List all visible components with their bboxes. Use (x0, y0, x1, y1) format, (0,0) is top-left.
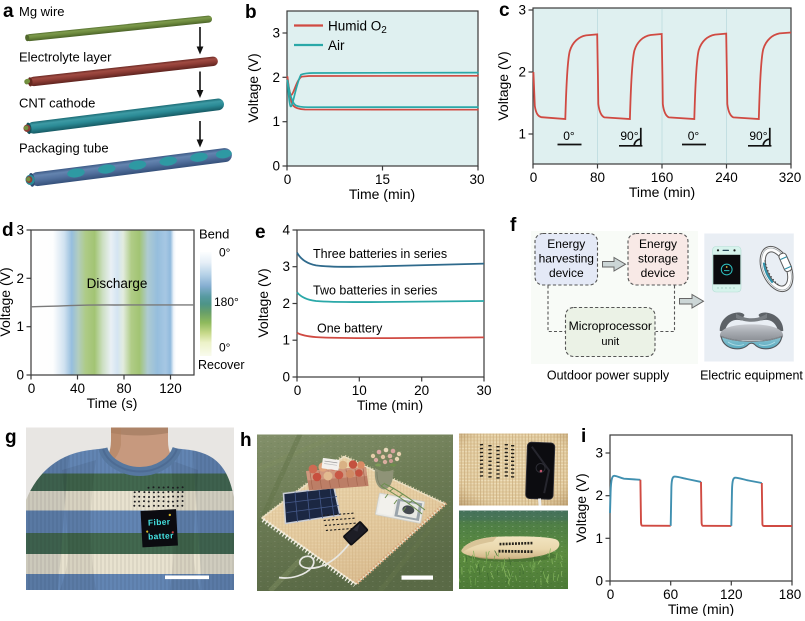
svg-text:4: 4 (282, 223, 290, 238)
svg-text:2: 2 (16, 271, 24, 286)
svg-text:h: h (240, 430, 252, 451)
svg-text:2: 2 (282, 296, 290, 311)
svg-text:90°: 90° (749, 129, 767, 143)
svg-text:0: 0 (595, 574, 603, 589)
svg-text:Voltage (V): Voltage (V) (255, 268, 271, 337)
svg-text:Discharge: Discharge (87, 276, 148, 291)
svg-text:Microprocessor: Microprocessor (569, 319, 652, 333)
svg-text:15: 15 (375, 172, 390, 187)
svg-text:device: device (641, 266, 676, 280)
svg-text:d: d (2, 220, 14, 241)
svg-text:2: 2 (272, 70, 280, 85)
svg-text:Two batteries in series: Two batteries in series (313, 284, 437, 298)
svg-text:10: 10 (352, 383, 367, 398)
svg-text:g: g (5, 427, 17, 448)
svg-text:Voltage (V): Voltage (V) (0, 267, 13, 336)
svg-text:3: 3 (518, 3, 526, 18)
svg-text:unit: unit (601, 336, 619, 348)
svg-text:0: 0 (294, 383, 302, 398)
svg-text:1: 1 (272, 114, 280, 129)
svg-text:storage: storage (638, 252, 678, 266)
svg-text:1: 1 (16, 319, 24, 334)
svg-text:c: c (499, 0, 510, 21)
svg-text:device: device (549, 266, 584, 280)
svg-text:Mg wire: Mg wire (19, 4, 65, 19)
svg-text:120: 120 (720, 587, 743, 602)
svg-text:Time (s): Time (s) (87, 395, 138, 411)
svg-text:Voltage (V): Voltage (V) (245, 53, 261, 122)
svg-text:30: 30 (469, 172, 484, 187)
svg-text:a: a (3, 1, 14, 22)
svg-text:Electrolyte layer: Electrolyte layer (19, 50, 112, 65)
svg-text:Time (min): Time (min) (668, 601, 734, 616)
svg-text:Time (min): Time (min) (357, 397, 423, 413)
svg-text:0: 0 (284, 172, 292, 187)
svg-text:3: 3 (595, 446, 603, 461)
svg-text:320: 320 (779, 170, 802, 185)
svg-text:1: 1 (518, 127, 526, 142)
svg-text:harvesting: harvesting (539, 252, 594, 266)
svg-text:3: 3 (16, 223, 24, 238)
svg-text:f: f (510, 215, 517, 236)
svg-text:3: 3 (272, 26, 280, 41)
svg-text:0°: 0° (219, 246, 231, 260)
svg-text:0: 0 (530, 170, 538, 185)
svg-text:batter: batter (148, 530, 174, 541)
svg-text:b: b (245, 2, 257, 23)
svg-text:160: 160 (651, 170, 674, 185)
svg-text:1: 1 (595, 531, 603, 546)
svg-text:Voltage (V): Voltage (V) (573, 473, 589, 542)
svg-text:0: 0 (272, 159, 280, 174)
svg-text:Time (min): Time (min) (629, 184, 695, 200)
svg-text:90°: 90° (620, 129, 638, 143)
svg-text:Energy: Energy (639, 237, 677, 251)
svg-text:240: 240 (715, 170, 738, 185)
svg-text:Packaging tube: Packaging tube (19, 141, 109, 156)
svg-text:Air: Air (328, 38, 345, 53)
svg-text:Outdoor power supply: Outdoor power supply (547, 369, 670, 383)
svg-text:0: 0 (282, 370, 290, 385)
svg-text:Voltage (V): Voltage (V) (495, 51, 511, 120)
svg-text:0°: 0° (563, 129, 575, 143)
svg-text:80: 80 (116, 381, 131, 396)
svg-text:0°: 0° (219, 341, 231, 355)
svg-text:120: 120 (159, 381, 182, 396)
svg-text:Fiber: Fiber (148, 516, 171, 527)
svg-text:2: 2 (595, 488, 603, 503)
svg-text:60: 60 (663, 587, 678, 602)
svg-text:i: i (581, 426, 586, 447)
svg-text:Three batteries in series: Three batteries in series (313, 247, 447, 261)
svg-text:0: 0 (16, 368, 24, 383)
svg-text:Electric equipment: Electric equipment (700, 369, 803, 383)
svg-text:180°: 180° (214, 295, 239, 309)
svg-text:80: 80 (590, 170, 605, 185)
svg-text:2: 2 (518, 65, 526, 80)
svg-text:Recover: Recover (198, 358, 245, 372)
svg-text:30: 30 (476, 383, 491, 398)
svg-text:Energy: Energy (547, 237, 585, 251)
svg-text:CNT cathode: CNT cathode (19, 96, 95, 111)
svg-text:e: e (255, 222, 266, 243)
svg-text:0°: 0° (688, 129, 700, 143)
svg-text:Time (min): Time (min) (349, 186, 415, 202)
svg-text:40: 40 (70, 381, 85, 396)
svg-text:20: 20 (414, 383, 429, 398)
svg-text:3: 3 (282, 259, 290, 274)
svg-text:0: 0 (607, 587, 615, 602)
svg-text:1: 1 (282, 333, 290, 348)
svg-text:180: 180 (779, 587, 802, 602)
svg-text:Humid O2: Humid O2 (328, 19, 387, 37)
svg-text:0: 0 (28, 381, 36, 396)
svg-text:One battery: One battery (317, 322, 383, 336)
svg-text:Bend: Bend (199, 227, 229, 242)
